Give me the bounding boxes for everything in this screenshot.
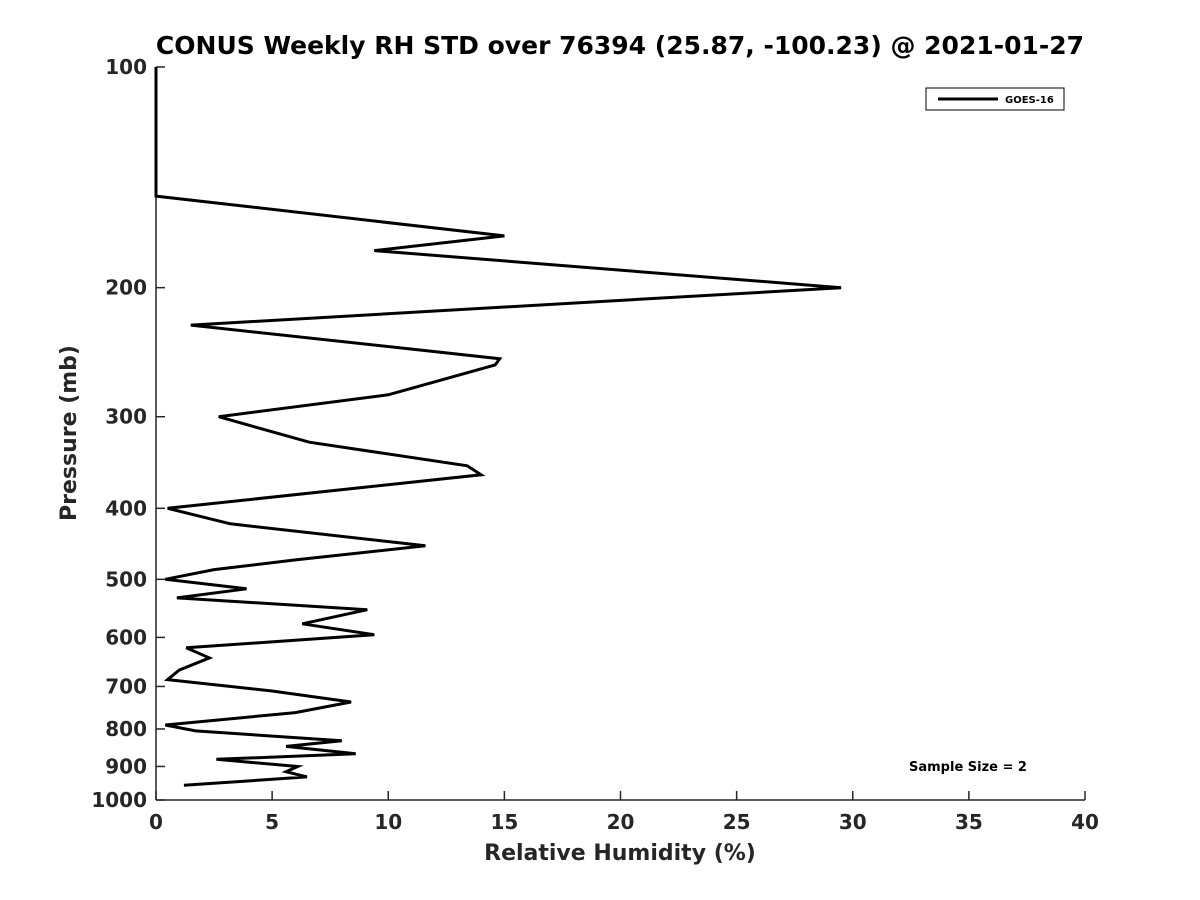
y-tick-label: 900 bbox=[105, 754, 147, 778]
series-line-goes-16 bbox=[154, 67, 842, 787]
axes: 0 5 10 15 20 25 30 35 40 100 200 300 400 500 600 700 800… bbox=[91, 55, 1099, 834]
x-tick-label: 40 bbox=[1071, 810, 1099, 834]
y-tick-label: 800 bbox=[105, 717, 147, 741]
series-layer bbox=[154, 67, 842, 787]
x-axis-label: Relative Humidity (%) bbox=[484, 841, 756, 866]
x-tick-label: 20 bbox=[607, 810, 635, 834]
sample-size-annotation: Sample Size = 2 bbox=[909, 760, 1027, 775]
x-tick-label: 10 bbox=[374, 810, 402, 834]
x-tick-label: 15 bbox=[490, 810, 518, 834]
y-tick-label: 700 bbox=[105, 674, 147, 698]
y-tick-label: 1000 bbox=[91, 788, 147, 812]
chart-title: CONUS Weekly RH STD over 76394 (25.87, -… bbox=[156, 31, 1084, 60]
y-tick-label: 500 bbox=[105, 567, 147, 591]
x-tick-label: 30 bbox=[839, 810, 867, 834]
x-tick-label: 0 bbox=[149, 810, 163, 834]
legend: GOES-16 bbox=[925, 87, 1065, 111]
y-tick-label: 300 bbox=[105, 405, 147, 429]
y-tick-label: 100 bbox=[105, 55, 147, 79]
y-tick-label: 400 bbox=[105, 496, 147, 520]
y-tick-label: 600 bbox=[105, 625, 147, 649]
y-axis-label: Pressure (mb) bbox=[57, 345, 82, 521]
legend-label: GOES-16 bbox=[1005, 95, 1054, 106]
x-tick-label: 5 bbox=[265, 810, 279, 834]
x-tick-label: 25 bbox=[723, 810, 751, 834]
x-tick-label: 35 bbox=[955, 810, 983, 834]
y-tick-label: 200 bbox=[105, 276, 147, 300]
